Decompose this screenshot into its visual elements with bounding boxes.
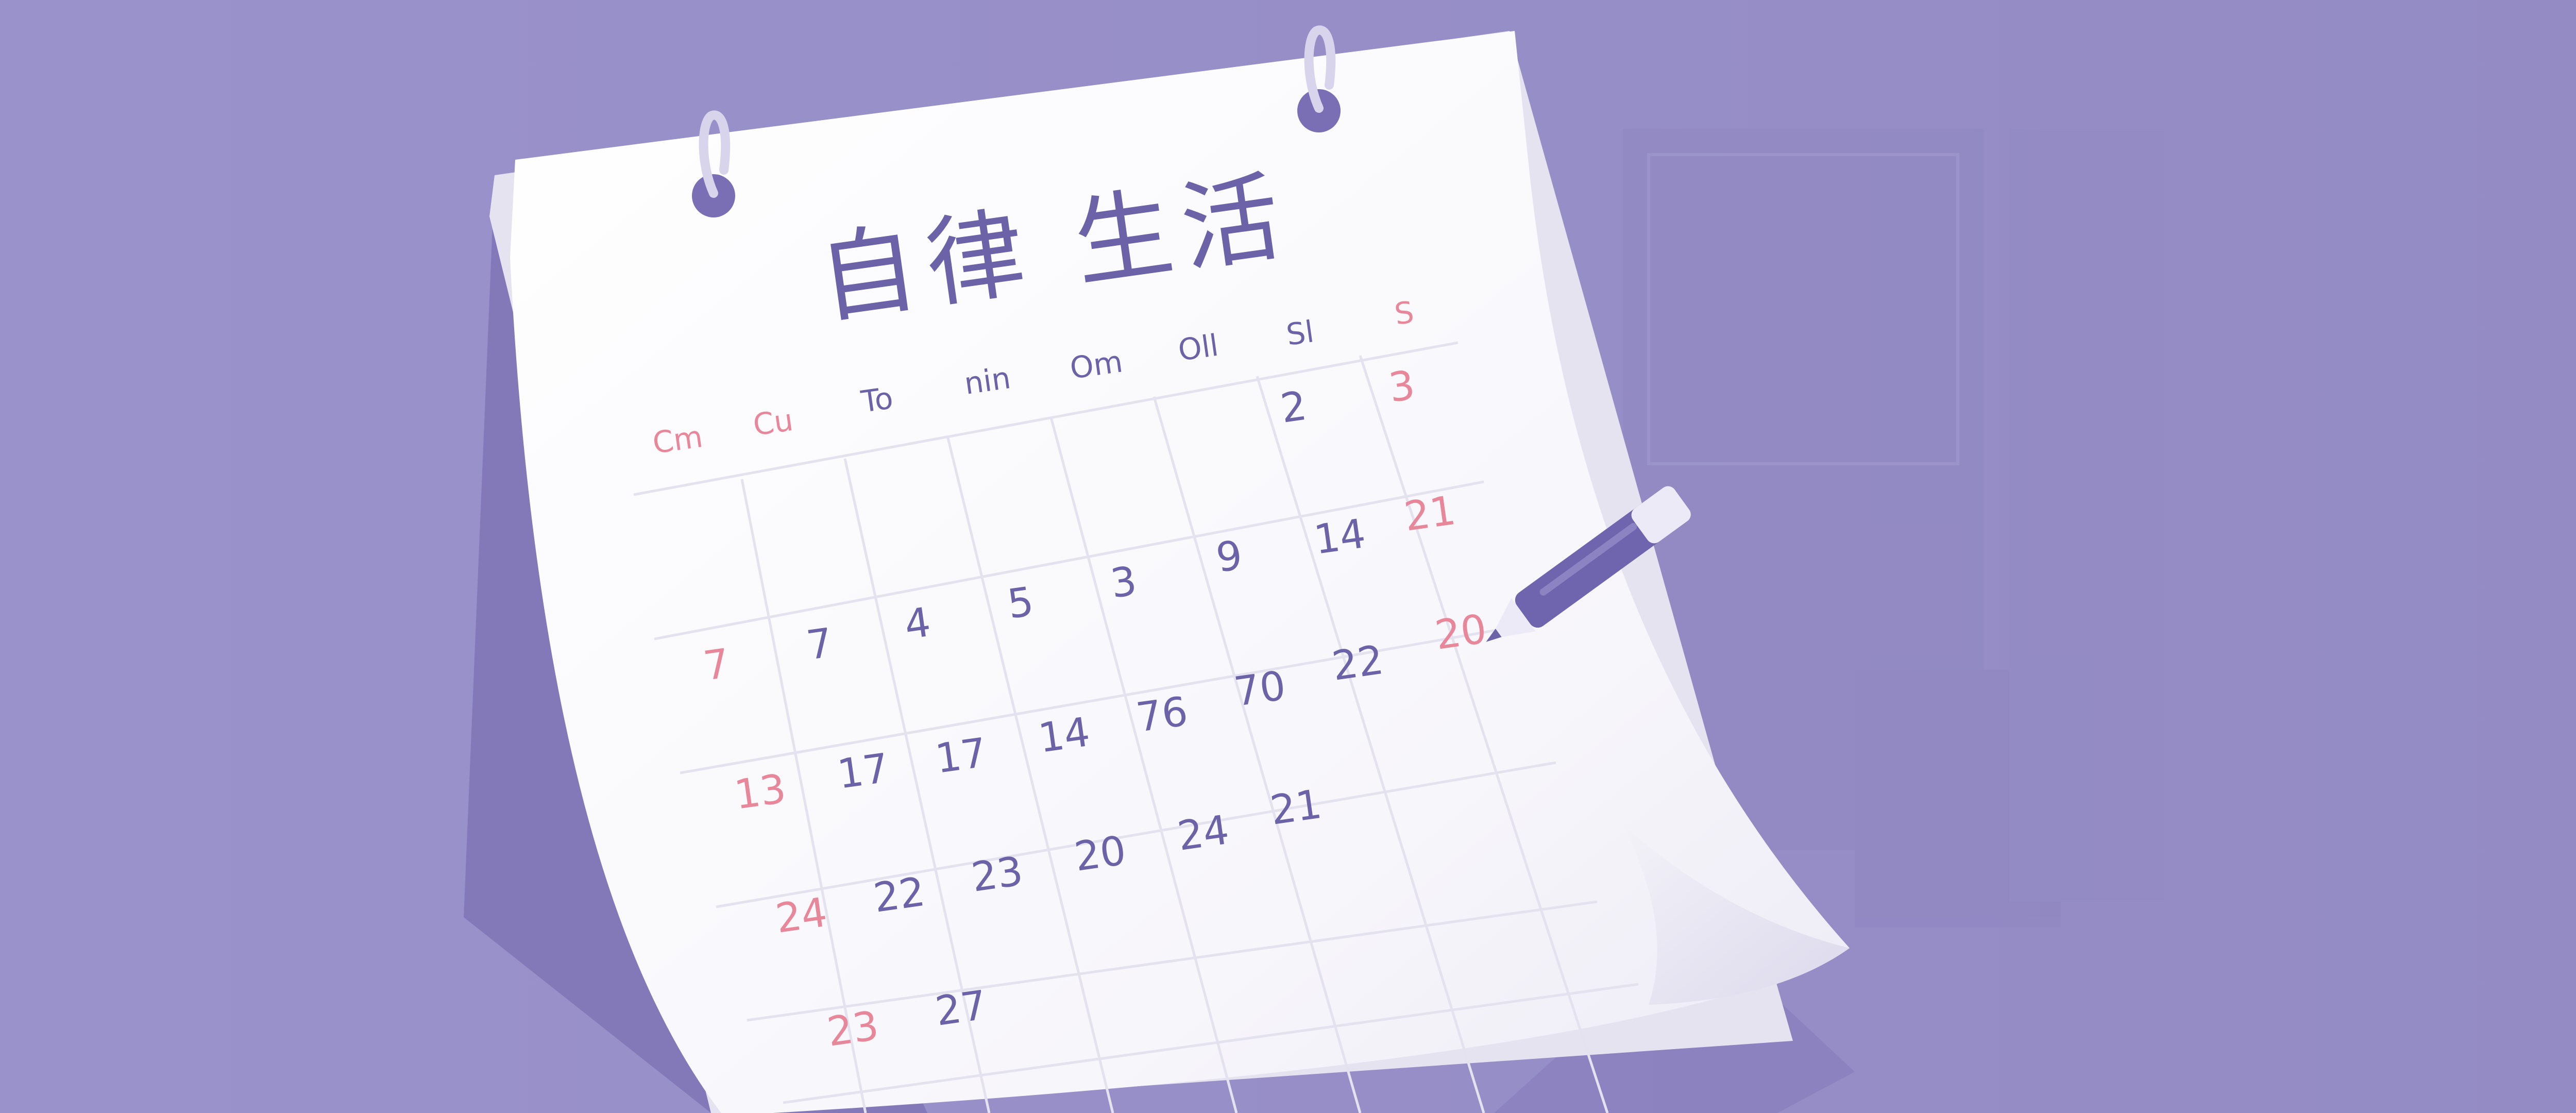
grid-line <box>783 983 1639 1104</box>
date-number: 22 <box>1329 637 1386 690</box>
weekday-label: Cu <box>751 402 795 443</box>
date-number: 9 <box>1213 532 1245 582</box>
grid-line <box>654 480 1484 640</box>
grid-line <box>740 479 867 1113</box>
pen-icon <box>1486 486 1691 642</box>
calendar-page <box>510 31 1850 1113</box>
date-number: 17 <box>933 730 990 783</box>
date-number: 4 <box>902 599 934 649</box>
grid-line <box>1256 376 1485 1113</box>
page-curl <box>1623 824 1850 1005</box>
date-number: 21 <box>1401 487 1459 541</box>
date-number: 14 <box>1311 511 1368 564</box>
grid-line <box>716 761 1556 908</box>
background-decor <box>1623 129 2164 927</box>
date-number: 27 <box>933 982 990 1035</box>
date-number: 21 <box>1267 781 1325 834</box>
grid-line <box>1049 417 1238 1113</box>
grid-line <box>946 437 1114 1113</box>
weekday-label: Sl <box>1284 314 1316 352</box>
date-number: 23 <box>969 848 1026 901</box>
grid-line <box>843 458 991 1113</box>
date-number: 20 <box>1072 828 1129 881</box>
weekday-label: Cm <box>650 419 705 461</box>
date-number: 22 <box>871 869 928 922</box>
calendar-grid <box>633 341 1639 1113</box>
weekday-label: Oll <box>1176 328 1221 368</box>
date-number: 20 <box>1432 606 1489 659</box>
date-number: 24 <box>773 889 830 942</box>
date-number: 3 <box>1108 558 1140 608</box>
date-number: 14 <box>1036 709 1093 762</box>
weekday-label: Om <box>1067 344 1125 386</box>
grid-line <box>747 900 1598 1022</box>
binder-ring-right <box>1297 25 1341 132</box>
date-number: 23 <box>824 1003 882 1056</box>
date-number: 3 <box>1386 362 1418 412</box>
date-number: 7 <box>701 640 733 690</box>
grid-line <box>1359 355 1609 1113</box>
date-number: 24 <box>1175 807 1232 860</box>
grid-line <box>1153 396 1362 1113</box>
date-number: 13 <box>732 766 789 819</box>
grid-line <box>633 341 1459 496</box>
grid-line <box>680 625 1520 774</box>
date-number: 2 <box>1278 383 1310 432</box>
date-number: 7 <box>804 620 836 669</box>
weekday-label: To <box>858 380 895 419</box>
weekday-label: nin <box>962 360 1012 401</box>
date-number: 76 <box>1133 688 1191 741</box>
binder-ring-left <box>692 110 735 217</box>
date-number: 5 <box>1005 579 1037 628</box>
date-number: 17 <box>835 745 892 798</box>
date-number: 70 <box>1231 663 1289 716</box>
